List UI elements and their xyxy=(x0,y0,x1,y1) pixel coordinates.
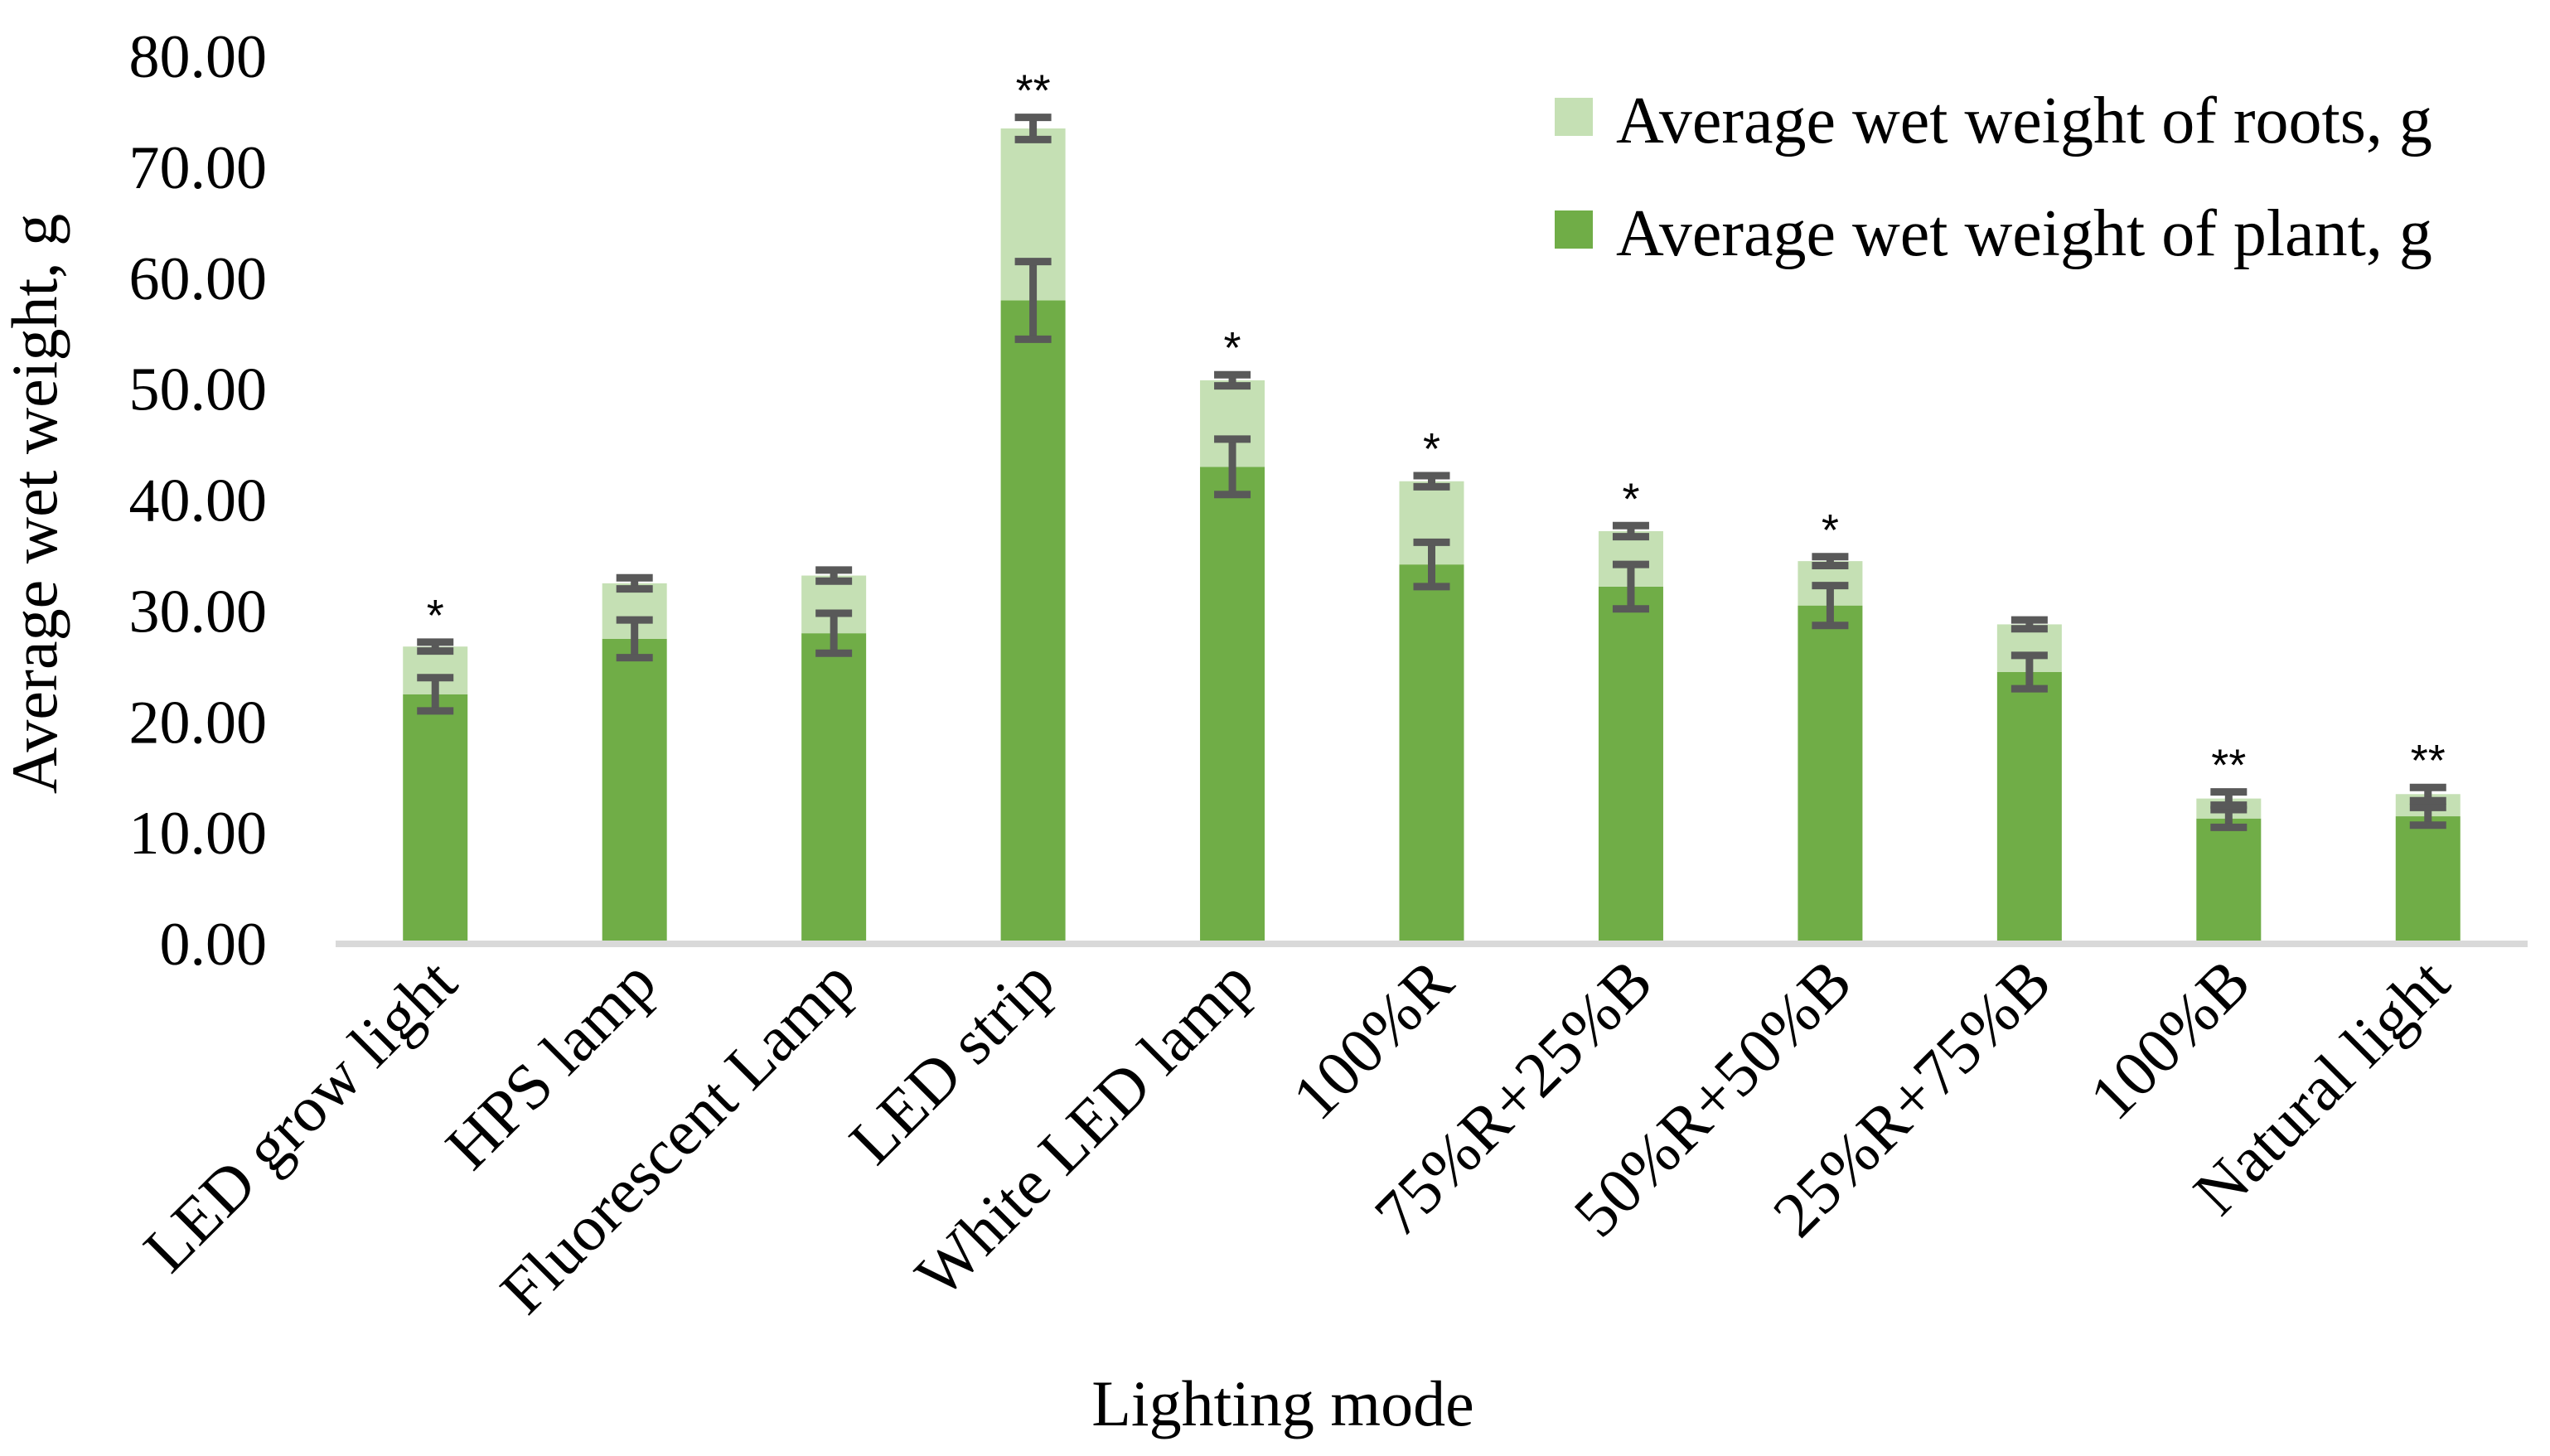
error-bars xyxy=(417,114,2446,831)
significance-label: * xyxy=(1622,474,1639,524)
significance-label: * xyxy=(1822,505,1839,555)
y-tick-label: 70.00 xyxy=(129,134,268,202)
y-tick-label: 30.00 xyxy=(129,578,268,646)
bar-plant xyxy=(403,694,468,944)
significance-label: * xyxy=(427,591,444,641)
y-tick-label: 0.00 xyxy=(160,911,268,979)
legend: Average wet weight of roots, g Average w… xyxy=(1555,85,2432,270)
y-tick-label: 40.00 xyxy=(129,467,268,535)
legend-label-plant: Average wet weight of plant, g xyxy=(1616,197,2432,270)
significance-label: * xyxy=(1423,424,1440,474)
y-axis-ticks: 0.00 10.00 20.00 30.00 40.00 50.00 60.00 70.00 8… xyxy=(129,23,268,979)
y-tick-label: 20.00 xyxy=(129,689,268,757)
y-tick-label: 80.00 xyxy=(129,23,268,91)
x-tick-label: White LED lamp xyxy=(902,946,1267,1311)
legend-swatch-roots xyxy=(1555,98,1593,136)
bar-plant xyxy=(801,633,867,944)
x-tick-label: LED grow light xyxy=(129,945,470,1285)
bar-plant xyxy=(602,638,667,944)
significance-label: ** xyxy=(1016,66,1051,116)
significance-label: ** xyxy=(2211,741,2246,791)
legend-label-roots: Average wet weight of roots, g xyxy=(1616,85,2432,157)
legend-swatch-plant xyxy=(1555,210,1593,249)
bar-plant xyxy=(1996,672,2062,944)
y-tick-label: 60.00 xyxy=(129,245,268,313)
y-tick-label: 50.00 xyxy=(129,356,268,424)
significance-label: ** xyxy=(2411,736,2446,786)
y-axis-title: Average wet weight, g xyxy=(0,214,70,794)
x-tick-label: Fluorescent Lamp xyxy=(486,946,869,1328)
significance-markers: ********* ** xyxy=(427,66,2446,791)
y-tick-label: 10.00 xyxy=(129,800,268,868)
x-tick-label: 100%R xyxy=(1279,946,1467,1134)
bar-plant xyxy=(1798,605,1863,944)
bar-plant xyxy=(2395,816,2460,944)
bar-plant xyxy=(1598,586,1663,944)
x-tick-label: 100%B xyxy=(2075,946,2263,1134)
x-axis-title: Lighting mode xyxy=(1091,1367,1473,1439)
bar-plant xyxy=(1399,564,1464,944)
significance-label: * xyxy=(1224,323,1241,373)
bar-plant xyxy=(1000,300,1066,944)
bar-plant xyxy=(1200,467,1265,944)
bar-plant xyxy=(2196,818,2262,944)
